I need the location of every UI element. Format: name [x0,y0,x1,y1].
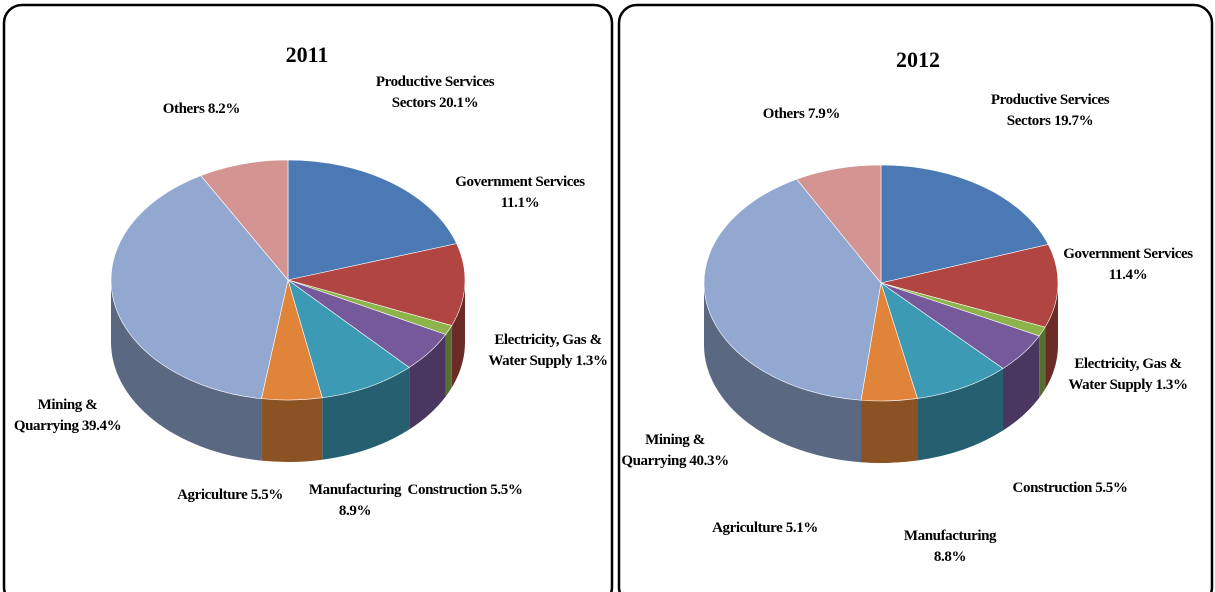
category-name: Manufacturing [308,482,402,498]
category-name: Productive Services Sectors [375,74,495,111]
value-label: 5.1% [785,520,819,536]
pie-side [451,280,465,388]
panel [617,3,1214,592]
category-name: Manufacturing [903,528,997,544]
slice-label: Mining & Quarrying 39.4% [10,395,125,437]
pie-slice [287,159,458,281]
slice-label: Electricity, Gas & Water Supply 1.3% [1058,354,1198,396]
category-name: Government Services [455,174,585,190]
slice-label: Construction 5.5% [1010,478,1130,499]
pie-side [1045,283,1058,390]
category-name: Electricity, Gas & Water Supply [1068,356,1182,393]
slice-label: Agriculture 5.5% [170,485,290,506]
slice-label: Productive Services Sectors 20.1% [360,72,510,114]
slice-label: Others 8.2% [110,99,241,120]
slice-label: Productive Services Sectors 19.7% [975,90,1125,132]
panel [2,3,614,592]
value-label: 5.5% [250,487,284,503]
pie-side [261,397,323,463]
pie-side [861,398,918,463]
pie-side [322,367,410,460]
pie-side [111,280,262,461]
value-label: 19.7% [1053,113,1094,129]
slice-label: Mining & Quarrying 40.3% [620,430,730,472]
category-name: Electricity, Gas & Water Supply [488,332,602,369]
value-label: 7.9% [807,106,841,122]
value-label: 40.3% [689,453,729,469]
pie-slice [880,244,1059,328]
pie-side [409,334,446,430]
pie-side [703,283,862,463]
value-label: 5.5% [1095,480,1128,496]
value-label: 8.9% [338,503,372,519]
slice-label: Government Services 11.4% [1058,244,1198,286]
value-label: 39.4% [81,418,122,434]
category-name: Mining & Quarrying [621,432,705,469]
pie-slice [880,164,1049,284]
slice-label: Construction 5.5% [405,480,525,501]
pie-slice [110,175,289,399]
pie-slice [200,159,289,281]
slice-label: Manufacturing 8.8% [890,526,1010,568]
pie-slice [796,164,882,284]
category-name: Others [762,106,805,122]
value-label: 8.8% [933,549,967,565]
pie-slice [287,279,410,399]
pie-side [1039,327,1046,398]
pie-side [445,325,452,397]
pie-slice [703,178,882,401]
value-label: 11.1% [500,195,540,211]
slice-label: Others 7.9% [710,104,841,125]
category-name: Agriculture [712,520,783,536]
category-name: Construction [407,482,488,498]
category-name: Agriculture [177,487,248,503]
slice-label: Electricity, Gas & Water Supply 1.3% [478,330,618,372]
slice-label: Manufacturing 8.9% [300,480,410,522]
category-name: Mining & Quarrying [13,397,98,434]
chart-title: 2012 [896,47,940,72]
pie-side [1002,335,1040,431]
chart-title: 2011 [286,42,329,67]
category-name: Others [162,101,205,117]
value-label: 11.4% [1108,267,1148,283]
value-label: 5.5% [490,482,523,498]
pie-slice [287,243,466,326]
category-name: Government Services [1063,246,1193,262]
category-name: Productive Services Sectors [990,92,1110,129]
pie-slice [880,282,1004,399]
value-label: 8.2% [207,101,241,117]
slice-label: Agriculture 5.1% [705,518,825,539]
value-label: 1.3% [575,353,608,369]
slice-label: Government Services 11.1% [450,172,590,214]
category-name: Construction [1012,480,1093,496]
value-label: 20.1% [438,95,479,111]
pie-side [917,368,1003,461]
value-label: 1.3% [1155,377,1188,393]
